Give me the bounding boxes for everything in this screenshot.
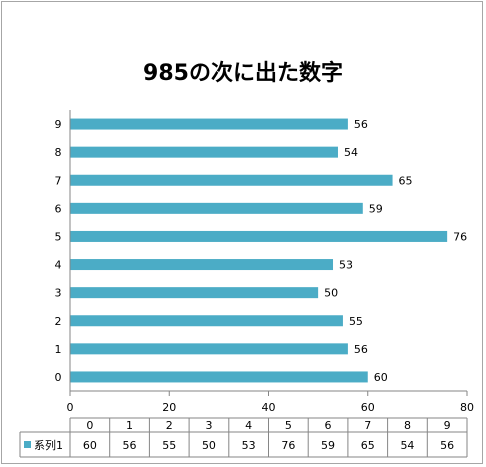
table-value-4: 53 [242, 439, 256, 452]
bar-5 [70, 230, 448, 242]
data-label-1: 56 [354, 343, 368, 356]
x-tick-label-60: 60 [361, 401, 375, 414]
table-header-2: 2 [166, 419, 173, 432]
y-tick-label-9: 9 [55, 118, 62, 131]
y-tick-label-7: 7 [55, 174, 62, 187]
y-tick-label-0: 0 [55, 371, 62, 384]
bar-3 [70, 287, 319, 299]
y-tick-label-4: 4 [55, 259, 62, 272]
table-header-6: 6 [325, 419, 332, 432]
bar-0 [70, 371, 368, 383]
table-value-1: 56 [123, 439, 137, 452]
table-value-7: 65 [361, 439, 375, 452]
bar-2 [70, 315, 343, 327]
legend-series-name: 系列1 [34, 438, 63, 452]
chart-title: 985の次に出た数字 [143, 60, 343, 86]
table-header-1: 1 [126, 419, 133, 432]
bars-layer: 60 56 55 50 53 76 59 65 54 56 [70, 118, 467, 384]
bar-1 [70, 343, 348, 355]
y-tick-label-1: 1 [55, 343, 62, 356]
table-header-7: 7 [364, 419, 371, 432]
data-label-5: 76 [453, 230, 467, 243]
bar-8 [70, 146, 338, 158]
x-tick-label-0: 0 [67, 401, 74, 414]
data-label-9: 56 [354, 118, 368, 131]
data-label-2: 55 [349, 315, 363, 328]
y-tick-label-3: 3 [55, 287, 62, 300]
table-value-9: 56 [440, 439, 454, 452]
x-tick-label-80: 80 [460, 401, 474, 414]
table-header-5: 5 [285, 419, 292, 432]
legend-key [24, 441, 31, 448]
table-value-2: 55 [162, 439, 176, 452]
table-value-0: 60 [83, 439, 97, 452]
table-header-3: 3 [205, 419, 212, 432]
x-tick-label-20: 20 [162, 401, 176, 414]
bar-6 [70, 202, 363, 214]
y-tick-label-8: 8 [55, 146, 62, 159]
table-value-8: 54 [400, 439, 414, 452]
table-value-3: 50 [202, 439, 216, 452]
data-label-8: 54 [344, 146, 358, 159]
table-header-0: 0 [86, 419, 93, 432]
table-value-5: 76 [281, 439, 295, 452]
data-label-6: 59 [369, 202, 383, 215]
table-value-6: 59 [321, 439, 335, 452]
data-label-0: 60 [374, 371, 388, 384]
y-tick-label-6: 6 [55, 202, 62, 215]
table-header-8: 8 [404, 419, 411, 432]
data-label-4: 53 [339, 259, 353, 272]
data-label-7: 65 [399, 174, 413, 187]
table-header-9: 9 [444, 419, 451, 432]
bar-4 [70, 259, 334, 271]
x-tick-label-40: 40 [262, 401, 276, 414]
y-tick-label-2: 2 [55, 315, 62, 328]
y-tick-label-5: 5 [55, 230, 62, 243]
bar-9 [70, 118, 348, 130]
table-header-4: 4 [245, 419, 252, 432]
data-table: 0 60 1 56 2 55 3 50 4 53 5 76 6 59 7 65 8 54 9 56 系列1 [19, 417, 468, 458]
bar-7 [70, 174, 393, 186]
data-label-3: 50 [324, 287, 338, 300]
